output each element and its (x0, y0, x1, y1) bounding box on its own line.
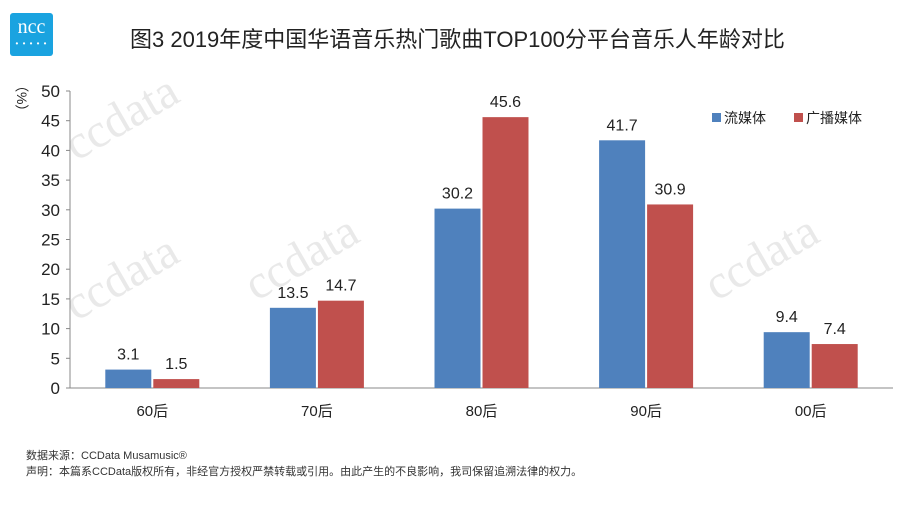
data-label: 9.4 (776, 309, 798, 326)
data-label: 45.6 (490, 94, 521, 111)
legend-swatch (794, 113, 803, 122)
legend-label: 流媒体 (724, 110, 766, 126)
data-label: 1.5 (165, 356, 187, 373)
y-tick-label: 30 (41, 201, 60, 220)
bar-chart: 0 5 10 15 20 25 30 35 40 45 50 （%） 60后 3.1 1.5 70后 13.5 1… (14, 78, 893, 420)
y-tick-label: 15 (41, 290, 60, 309)
data-label: 3.1 (117, 347, 139, 364)
y-tick-label: 50 (41, 82, 60, 101)
y-tick-label: 20 (41, 260, 60, 279)
y-axis-label: （%） (14, 78, 30, 118)
bar-广播媒体 (811, 344, 858, 388)
x-tick-label: 70后 (301, 403, 333, 420)
y-tick-label: 45 (41, 112, 60, 131)
chart-title: 图3 2019年度中国华语音乐热门歌曲TOP100分平台音乐人年龄对比 (130, 27, 785, 52)
bar-流媒体 (105, 369, 152, 388)
data-label: 30.9 (655, 181, 686, 198)
y-tick-label: 25 (41, 231, 60, 250)
data-label: 41.7 (607, 117, 638, 134)
x-tick-label: 80后 (466, 403, 498, 420)
bar-广播媒体 (317, 300, 364, 388)
ncc-logo: ncc • • • • • (10, 13, 53, 56)
data-label: 7.4 (824, 321, 846, 338)
y-tick-label: 0 (51, 379, 60, 398)
copyright-statement: 声明：本篇系CCData版权所有，非经官方授权严禁转载或引用。由此产生的不良影响… (26, 466, 583, 478)
legend-swatch (712, 113, 721, 122)
y-tick-label: 35 (41, 171, 60, 190)
x-tick-label: 60后 (136, 403, 168, 420)
data-source: 数据来源：CCData Musamusic® (26, 450, 187, 462)
y-tick-label: 40 (41, 141, 60, 160)
data-label: 14.7 (325, 278, 356, 295)
legend-label: 广播媒体 (806, 110, 862, 126)
y-tick-label: 10 (41, 320, 60, 339)
data-label: 30.2 (442, 186, 473, 203)
bar-流媒体 (269, 307, 316, 388)
bar-流媒体 (599, 140, 646, 388)
y-tick-label: 5 (51, 349, 60, 368)
x-tick-label: 00后 (795, 403, 827, 420)
bar-广播媒体 (153, 379, 200, 388)
bar-流媒体 (434, 208, 481, 388)
data-label: 13.5 (277, 285, 308, 302)
bar-广播媒体 (647, 204, 694, 388)
x-tick-label: 90后 (630, 403, 662, 420)
bar-流媒体 (763, 332, 810, 388)
bar-广播媒体 (482, 117, 529, 389)
